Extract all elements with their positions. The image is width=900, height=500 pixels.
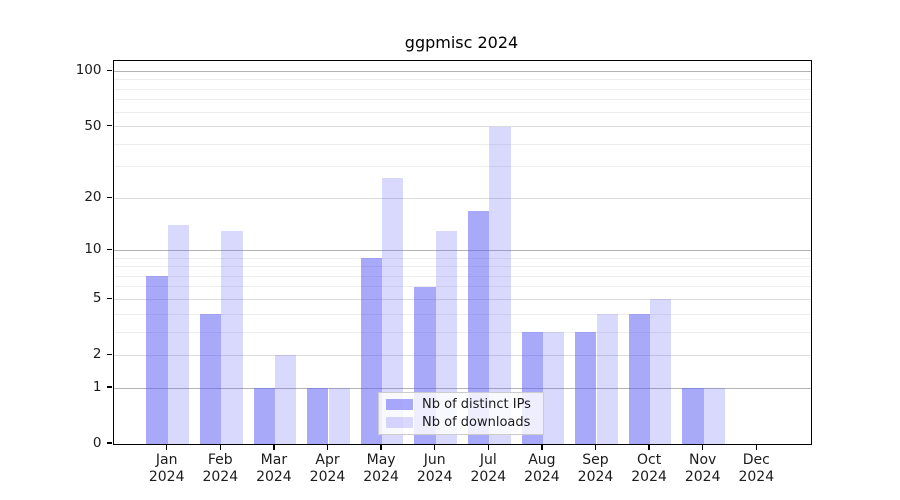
y-tick-50: [106, 124, 112, 127]
x-tick-oct: [648, 444, 650, 450]
bar-distinct-ips-mar: [253, 388, 275, 444]
x-tick-label-jan: Jan 2024: [148, 452, 185, 485]
y-tick-label-2: 2: [92, 346, 102, 363]
bar-distinct-ips-sep: [575, 332, 597, 444]
bar-distinct-ips-apr: [307, 388, 329, 444]
y-tick-100: [106, 69, 112, 72]
bar-downloads-jan: [167, 225, 190, 444]
x-tick-label-mar: Mar 2024: [256, 452, 292, 485]
legend-entry-distinct-ips: Nb of distinct IPs: [386, 397, 536, 412]
x-tick-label-feb: Feb 2024: [202, 452, 239, 485]
gridline-minor-70: [114, 99, 811, 101]
y-tick-label-10: 10: [84, 241, 102, 258]
bar-downloads-nov: [703, 388, 726, 444]
gridline-minor-8: [114, 266, 811, 268]
bar-distinct-ips-feb: [199, 314, 222, 444]
x-tick-nov: [701, 444, 704, 450]
gridline-major-50: [114, 126, 811, 128]
y-tick-20: [106, 196, 112, 198]
bar-distinct-ips-may: [360, 258, 383, 444]
y-tick-label-20: 20: [84, 189, 102, 206]
legend-label-distinct-ips: Nb of distinct IPs: [422, 397, 531, 412]
y-tick-label-1: 1: [92, 379, 102, 396]
gridline-decade-100: [114, 70, 811, 72]
y-tick-5: [106, 297, 112, 300]
x-tick-label-aug: Aug 2024: [524, 452, 560, 485]
plot-area: [113, 60, 812, 445]
legend-swatch-distinct-ips: [386, 399, 413, 410]
gridline-decade-1: [114, 387, 811, 389]
x-tick-jul: [487, 444, 490, 450]
x-tick-label-jun: Jun 2024: [416, 452, 453, 485]
x-tick-label-sep: Sep 2024: [577, 452, 614, 485]
x-tick-label-apr: Apr 2024: [309, 452, 346, 485]
bar-distinct-ips-oct: [628, 314, 651, 444]
x-tick-dec: [755, 444, 758, 450]
chart-title: ggpmisc 2024: [404, 33, 519, 52]
x-tick-label-oct: Oct 2024: [631, 452, 667, 485]
gridline-minor-3: [114, 331, 811, 333]
y-tick-label-5: 5: [92, 290, 102, 307]
bar-distinct-ips-jan: [146, 276, 168, 444]
x-tick-feb: [219, 444, 222, 450]
gridline-major-5: [114, 298, 811, 300]
gridline-minor-60: [114, 111, 811, 113]
x-tick-aug: [541, 444, 543, 450]
y-tick-label-0: 0: [92, 435, 102, 451]
gridline-major-2: [114, 354, 811, 356]
x-tick-label-may: May 2024: [363, 452, 399, 485]
x-tick-may: [380, 444, 382, 450]
y-tick-2: [106, 353, 112, 356]
x-tick-sep: [594, 444, 597, 450]
gridline-decade-10: [114, 249, 811, 251]
bar-downloads-sep: [596, 314, 618, 444]
y-tick-label-100: 100: [75, 62, 102, 79]
y-tick-1: [106, 386, 112, 388]
legend-entry-downloads: Nb of downloads: [386, 415, 536, 430]
x-tick-jan: [165, 444, 168, 450]
gridline-minor-30: [114, 166, 811, 168]
gridline-minor-4: [114, 313, 811, 315]
bar-downloads-aug: [542, 332, 565, 444]
gridline-minor-9: [114, 257, 811, 259]
y-tick-10: [106, 248, 112, 251]
x-tick-mar: [273, 444, 275, 450]
gridline-minor-80: [114, 88, 811, 90]
gridline-minor-7: [114, 275, 811, 277]
x-tick-jun: [433, 444, 436, 450]
gridline-minor-6: [114, 286, 811, 288]
legend-swatch-downloads: [386, 417, 413, 428]
bar-downloads-apr: [328, 388, 350, 444]
bar-downloads-jul: [489, 126, 511, 444]
gridline-major-20: [114, 197, 811, 199]
y-tick-0: [106, 442, 112, 444]
x-tick-label-nov: Nov 2024: [684, 452, 721, 485]
x-tick-label-dec: Dec 2024: [738, 452, 775, 485]
gridline-minor-40: [114, 143, 811, 145]
bar-downloads-may: [382, 177, 404, 444]
gridline-minor-90: [114, 79, 811, 81]
legend-label-downloads: Nb of downloads: [422, 415, 531, 430]
legend: Nb of distinct IPs Nb of downloads: [378, 392, 544, 435]
bar-distinct-ips-jul: [467, 210, 490, 444]
bar-downloads-oct: [650, 299, 672, 444]
bar-downloads-feb: [221, 230, 243, 444]
bar-downloads-mar: [274, 355, 297, 444]
x-tick-label-jul: Jul 2024: [470, 452, 507, 485]
x-tick-apr: [326, 444, 329, 450]
bar-downloads-jun: [435, 230, 458, 444]
y-tick-label-50: 50: [84, 117, 102, 134]
bar-distinct-ips-nov: [682, 388, 704, 444]
